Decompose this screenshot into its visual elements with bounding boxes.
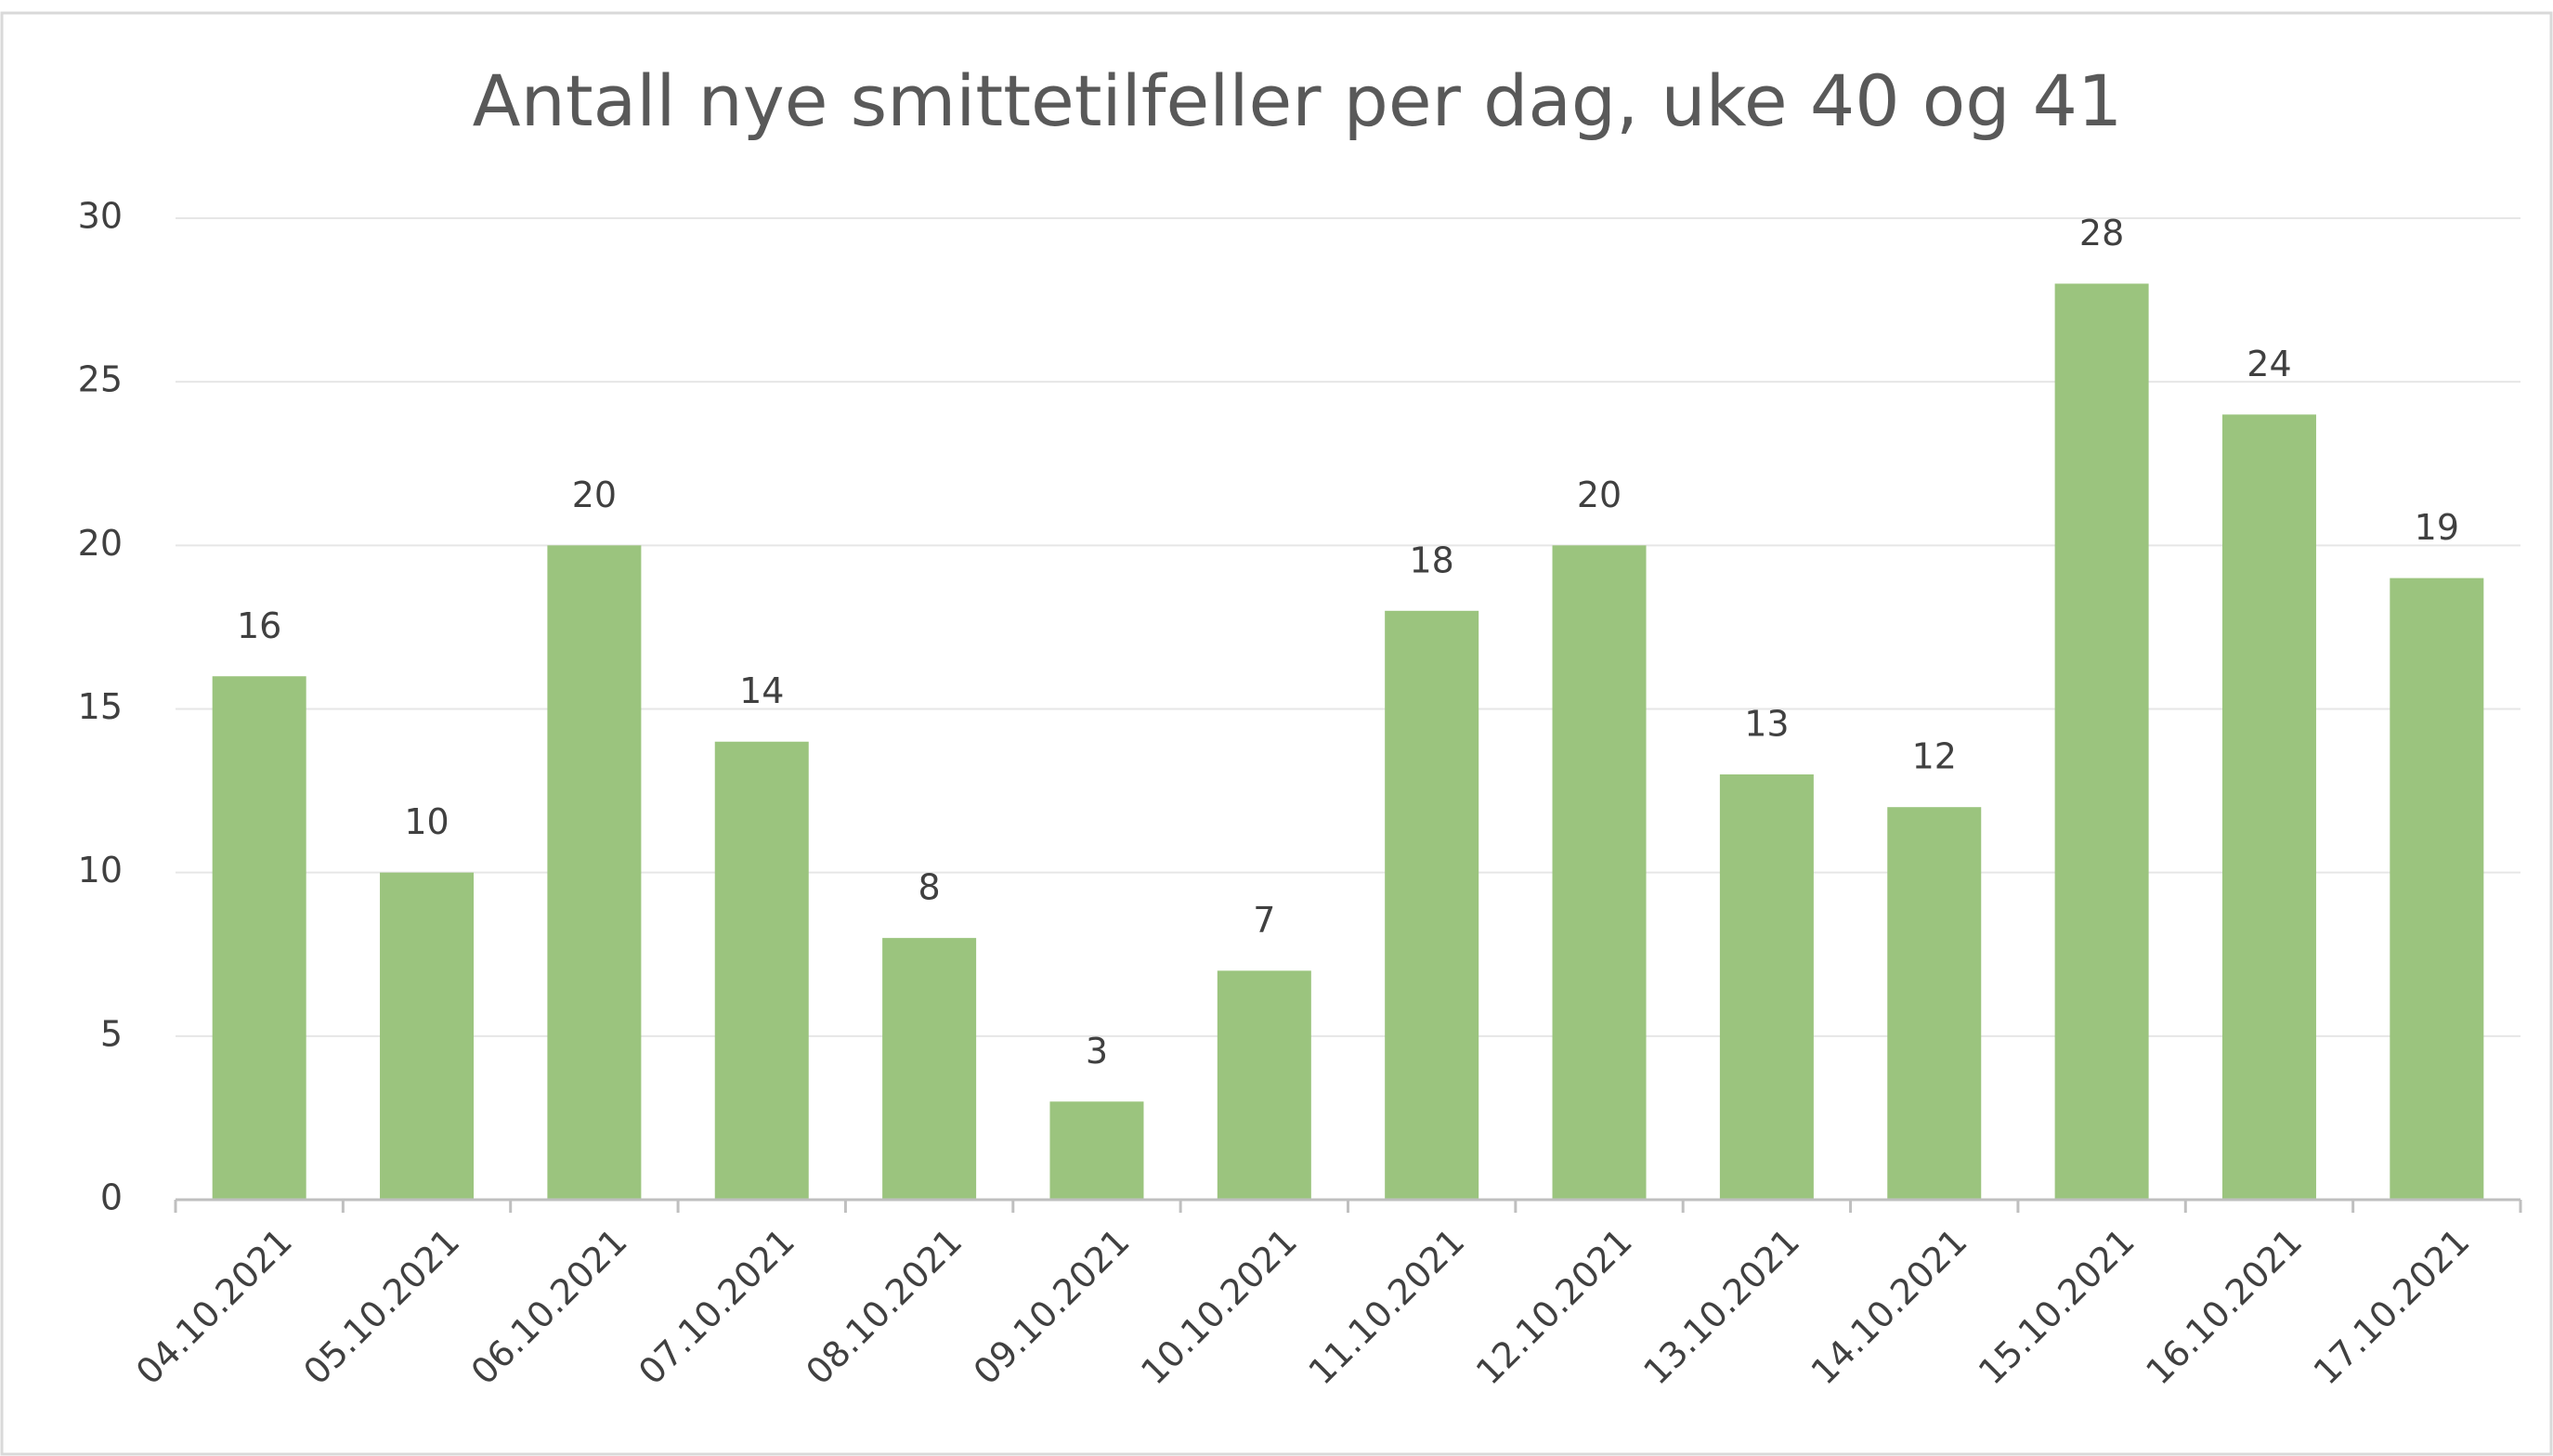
data-label: 20	[1577, 474, 1622, 515]
data-label: 10	[404, 801, 449, 842]
bar	[1887, 807, 1982, 1200]
bar	[212, 676, 306, 1200]
bar	[2221, 414, 2316, 1200]
data-label: 13	[1744, 703, 1789, 744]
data-label: 14	[739, 670, 784, 711]
bar	[882, 938, 977, 1200]
bar	[1049, 1101, 1144, 1200]
data-label: 16	[237, 605, 281, 646]
bar	[380, 872, 475, 1200]
data-label: 3	[1086, 1031, 1108, 1072]
data-label: 7	[1253, 900, 1275, 941]
y-tick-label: 25	[78, 359, 123, 400]
data-label: 12	[1912, 736, 1957, 777]
y-tick-label: 5	[100, 1013, 123, 1054]
data-label: 28	[2079, 213, 2124, 254]
bar	[1385, 610, 1479, 1200]
y-tick-label: 15	[78, 686, 123, 727]
chart-title: Antall nye smittetilfeller per dag, uke …	[473, 59, 2123, 142]
bar	[2390, 578, 2484, 1200]
bar	[547, 545, 642, 1200]
data-label: 18	[1409, 540, 1453, 580]
y-tick-label: 0	[100, 1177, 123, 1218]
data-label: 8	[918, 867, 941, 908]
y-tick-label: 10	[78, 850, 123, 890]
bar	[1217, 970, 1311, 1200]
bar	[1719, 774, 1814, 1200]
bar	[1552, 545, 1647, 1200]
y-tick-label: 20	[78, 523, 123, 564]
bar	[2054, 283, 2149, 1200]
data-label: 19	[2415, 507, 2459, 548]
data-label: 24	[2247, 344, 2291, 384]
y-tick-label: 30	[78, 196, 123, 237]
data-label: 20	[572, 474, 617, 515]
bar	[714, 741, 809, 1200]
